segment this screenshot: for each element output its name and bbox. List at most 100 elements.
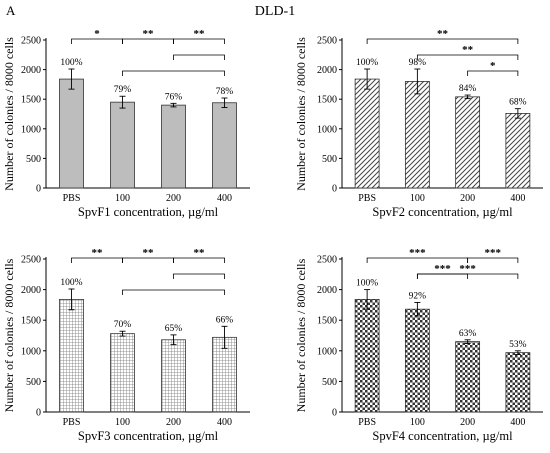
significance-bracket xyxy=(173,257,225,263)
data-label: 79% xyxy=(114,85,132,95)
y-tick-label: 0 xyxy=(332,184,337,195)
data-label: 53% xyxy=(509,340,527,350)
data-label: 100% xyxy=(60,58,82,68)
data-label: 63% xyxy=(459,329,477,339)
bar xyxy=(110,333,135,413)
x-tick-label: PBS xyxy=(358,193,376,204)
significance-bracket xyxy=(416,273,519,279)
data-label: 100% xyxy=(356,58,378,68)
significance-label: ** xyxy=(194,247,206,259)
y-tick-label: 2500 xyxy=(317,36,337,47)
significance-label: *** xyxy=(485,247,502,259)
x-tick-label: 400 xyxy=(510,417,525,428)
y-tick-label: 1500 xyxy=(21,316,41,327)
y-tick-label: 2000 xyxy=(317,65,337,76)
y-tick-label: 1500 xyxy=(21,95,41,106)
significance-label: *** xyxy=(459,263,476,275)
significance-bracket xyxy=(467,257,519,263)
significance-label: ** xyxy=(462,44,474,56)
data-label: 78% xyxy=(216,87,234,97)
data-label: 70% xyxy=(114,320,132,330)
bar xyxy=(354,78,380,189)
y-tick-label: 2000 xyxy=(317,285,337,296)
y-tick-label: 1000 xyxy=(21,346,41,357)
y-tick-label: 1500 xyxy=(317,95,337,106)
y-tick-label: 0 xyxy=(36,184,41,195)
y-tick-label: 1000 xyxy=(317,346,337,357)
x-axis-label: SpvF1 concentration, µg/ml xyxy=(78,205,219,219)
bar xyxy=(161,339,186,413)
bar xyxy=(455,96,481,189)
significance-label: ** xyxy=(92,247,104,259)
significance-bracket xyxy=(173,38,225,44)
data-label: 100% xyxy=(356,279,378,289)
significance-bracket xyxy=(122,70,225,76)
x-axis-label: SpvF4 concentration, µg/ml xyxy=(372,429,513,443)
chart-panel-1: 0 500 1000 1500 2000 2500 Number of colonies /… xyxy=(2,28,250,219)
bar xyxy=(212,336,237,413)
y-tick-label: 0 xyxy=(332,408,337,419)
x-axis-label: SpvF2 concentration, µg/ml xyxy=(372,205,513,219)
y-tick-label: 500 xyxy=(26,154,41,165)
significance-label: * xyxy=(94,28,100,40)
x-tick-label: 100 xyxy=(115,417,130,428)
chart-panel-4: 0 500 1000 1500 2000 2500 Number of colonies /… xyxy=(294,247,543,443)
chart-panel-2: 0 500 1000 1500 2000 2500 Number of colonies /… xyxy=(294,28,543,219)
significance-label: *** xyxy=(434,263,451,275)
data-label: 76% xyxy=(165,92,183,102)
significance-label: * xyxy=(490,60,496,72)
y-tick-label: 2000 xyxy=(21,65,41,76)
y-axis-label: Number of colonies / 8000 cells xyxy=(2,258,16,412)
bar xyxy=(404,81,430,189)
y-tick-label: 1000 xyxy=(317,124,337,135)
y-axis-label: Number of colonies / 8000 cells xyxy=(294,37,308,191)
bar xyxy=(354,298,380,413)
bar xyxy=(59,78,84,189)
x-tick-label: 100 xyxy=(410,193,425,204)
data-label: 98% xyxy=(409,58,427,68)
bar xyxy=(455,341,481,413)
y-tick-label: 1000 xyxy=(21,124,41,135)
x-tick-label: 400 xyxy=(510,193,525,204)
y-tick-label: 1500 xyxy=(317,316,337,327)
x-tick-label: 200 xyxy=(166,193,181,204)
figure-title: DLD-1 xyxy=(255,4,295,19)
significance-bracket xyxy=(366,38,519,44)
y-tick-label: 2000 xyxy=(21,285,41,296)
x-tick-label: 100 xyxy=(410,417,425,428)
y-tick-label: 500 xyxy=(26,377,41,388)
y-tick-label: 500 xyxy=(322,154,337,165)
data-label: 84% xyxy=(459,84,477,94)
data-label: 92% xyxy=(409,291,427,301)
x-tick-label: 200 xyxy=(460,417,475,428)
y-tick-label: 2500 xyxy=(317,255,337,266)
chart-panel-3: 0 500 1000 1500 2000 2500 Number of colonies /… xyxy=(2,247,250,443)
data-label: 68% xyxy=(509,98,527,108)
x-tick-label: PBS xyxy=(63,417,81,428)
x-tick-label: 100 xyxy=(115,193,130,204)
significance-label: ** xyxy=(143,28,155,40)
x-tick-label: 200 xyxy=(166,417,181,428)
significance-bracket xyxy=(467,70,519,76)
x-tick-label: 200 xyxy=(460,193,475,204)
x-tick-label: PBS xyxy=(358,417,376,428)
bar xyxy=(161,104,186,189)
significance-label: ** xyxy=(194,28,206,40)
x-tick-label: 400 xyxy=(217,193,232,204)
y-tick-label: 0 xyxy=(36,408,41,419)
y-tick-label: 2500 xyxy=(21,255,41,266)
data-label: 65% xyxy=(165,324,183,334)
x-tick-label: PBS xyxy=(63,193,81,204)
significance-label: *** xyxy=(409,247,426,259)
bar xyxy=(110,101,135,189)
x-tick-label: 400 xyxy=(217,417,232,428)
bar xyxy=(59,298,84,413)
significance-bracket xyxy=(416,54,519,60)
significance-label: ** xyxy=(437,28,449,40)
panel-label: A xyxy=(6,3,16,18)
y-tick-label: 2500 xyxy=(21,36,41,47)
bar xyxy=(505,113,531,189)
